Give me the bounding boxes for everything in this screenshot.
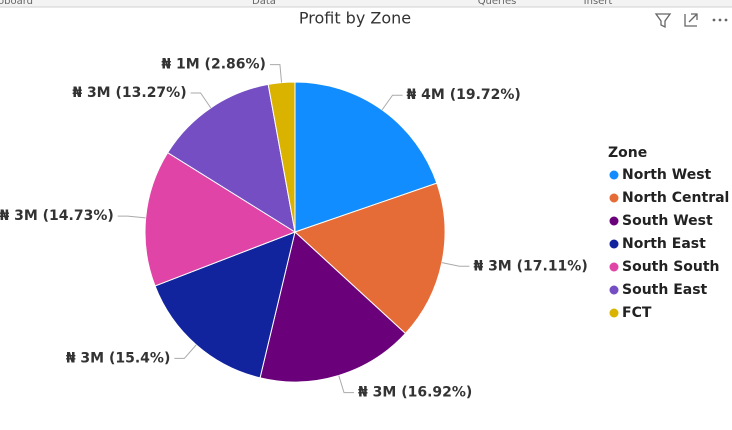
legend-label: South East xyxy=(622,282,708,298)
ribbon-label: Insert xyxy=(584,0,613,7)
leader-line xyxy=(269,64,283,83)
focus-icon[interactable] xyxy=(684,13,698,27)
legend-label: FCT xyxy=(622,305,652,321)
data-label: ₦ 1M (2.86%) xyxy=(161,57,266,73)
legend-label: North East xyxy=(622,236,706,252)
legend-marker xyxy=(609,239,619,249)
pie-slice xyxy=(259,231,407,383)
ribbon-label: Queries xyxy=(478,0,517,7)
legend-label: North West xyxy=(622,167,712,183)
leader-line xyxy=(381,94,403,111)
data-label: ₦ 4M (19.72%) xyxy=(407,87,521,103)
legend-label: South South xyxy=(622,259,720,275)
legend-title: Zone xyxy=(608,145,647,161)
pie-slice xyxy=(154,231,296,379)
more-icon[interactable] xyxy=(712,18,728,22)
data-label: ₦ 3M (16.92%) xyxy=(358,385,472,401)
pie-slice xyxy=(167,83,296,234)
data-label: ₦ 3M (15.4%) xyxy=(66,350,171,366)
visual-icons xyxy=(654,13,728,29)
legend-label: South West xyxy=(622,213,713,229)
filter-icon[interactable] xyxy=(654,13,672,29)
legend-marker xyxy=(609,308,619,318)
legend-marker xyxy=(609,285,619,295)
legend-marker xyxy=(609,170,619,180)
ribbon-label: oboard xyxy=(0,0,33,7)
pie-slice xyxy=(267,81,296,233)
leader-line xyxy=(441,262,470,267)
data-label: ₦ 3M (17.11%) xyxy=(473,258,587,274)
leader-line xyxy=(338,375,355,394)
ribbon-label: Data xyxy=(252,0,276,7)
chart-title: Profit by Zone xyxy=(299,9,411,28)
legend-marker xyxy=(609,216,619,226)
ribbon-strip xyxy=(0,0,732,7)
data-label: ₦ 3M (13.27%) xyxy=(72,85,186,101)
legend-label: North Central xyxy=(622,190,729,206)
pie-slice xyxy=(144,151,297,287)
legend-marker xyxy=(609,193,619,203)
pie-slice xyxy=(294,81,438,233)
ribbon: oboard Data Queries Insert xyxy=(0,0,612,7)
data-label: ₦ 3M (14.73%) xyxy=(0,208,114,224)
leader-line xyxy=(190,92,212,109)
legend-marker xyxy=(609,262,619,272)
leader-line xyxy=(174,344,197,359)
leader-line xyxy=(117,215,146,219)
